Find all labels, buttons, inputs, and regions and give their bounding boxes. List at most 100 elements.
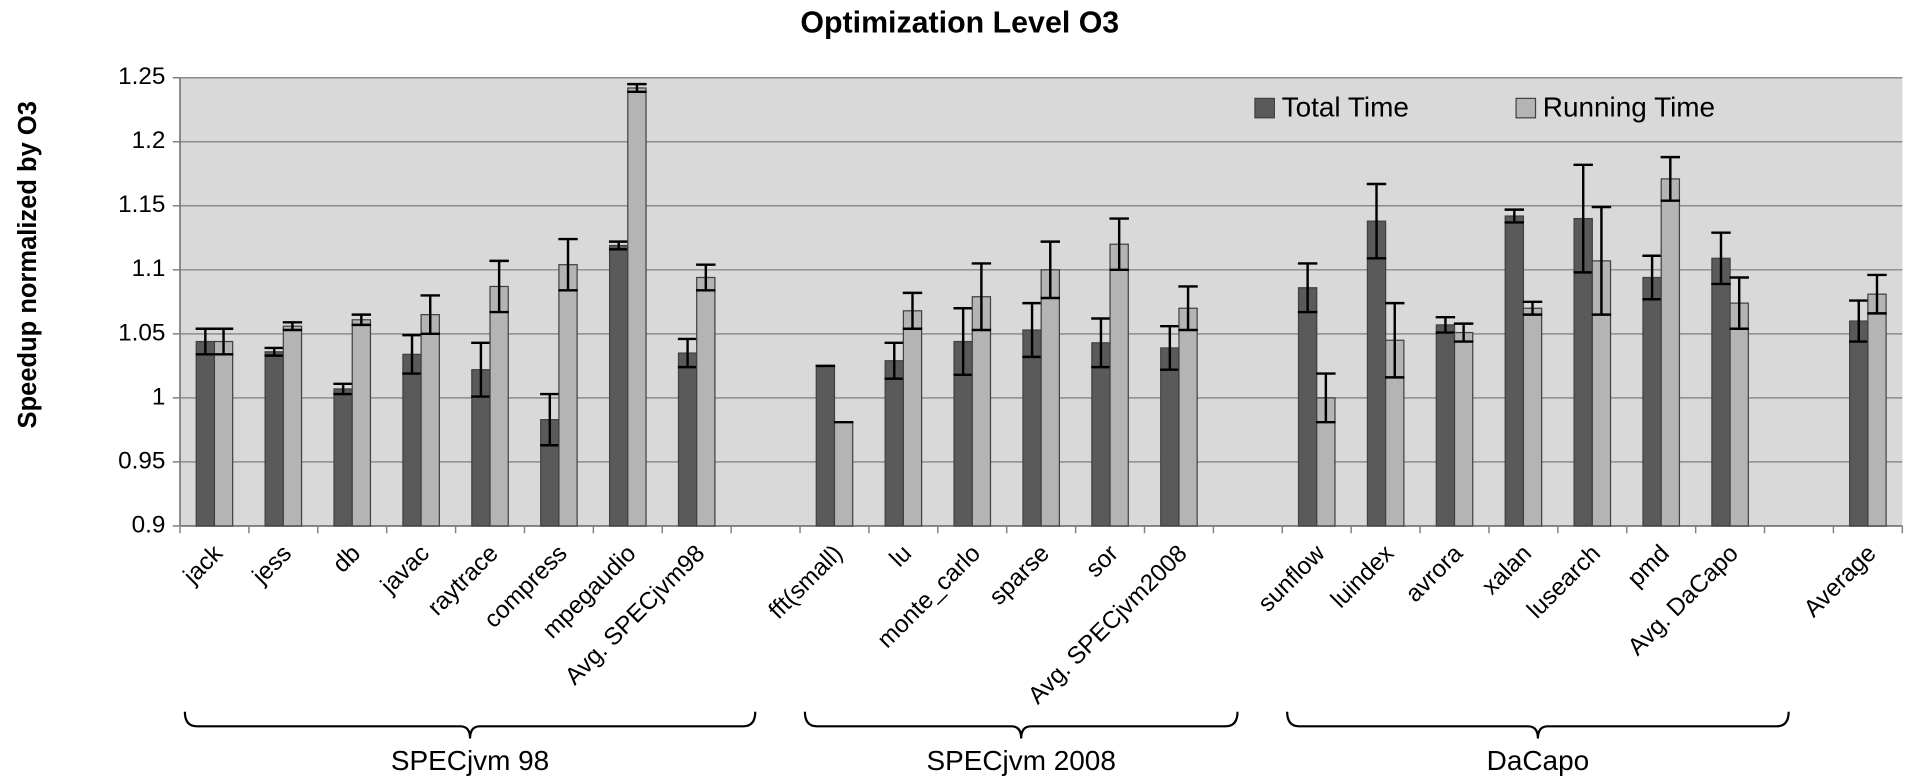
y-axis-label: Speedup normalized by O3 xyxy=(14,101,42,428)
group-label: SPECjvm 2008 xyxy=(927,745,1116,776)
error-bar xyxy=(195,327,216,356)
x-tick-label: javac xyxy=(375,540,435,600)
bar xyxy=(1867,293,1887,527)
bar xyxy=(1040,269,1060,527)
error-bar xyxy=(1040,240,1060,300)
bar xyxy=(1435,324,1456,527)
x-tick-label: Average xyxy=(1799,540,1882,623)
bar xyxy=(1091,342,1111,527)
bar xyxy=(351,319,372,527)
x-tick-label: pmd xyxy=(1622,540,1675,593)
error-bar xyxy=(1178,285,1198,332)
bar xyxy=(1660,178,1681,527)
error-bar xyxy=(627,82,647,94)
error-bar xyxy=(1091,317,1111,369)
error-bar xyxy=(1297,262,1318,314)
bar xyxy=(1849,320,1869,527)
error-bar xyxy=(1160,324,1180,371)
error-bar xyxy=(1729,276,1749,330)
y-tick-label: 1.25 xyxy=(118,63,165,90)
error-bar xyxy=(264,346,284,357)
x-tick-label: avrora xyxy=(1400,540,1468,608)
error-bar xyxy=(1385,301,1405,379)
bar xyxy=(696,276,716,527)
error-bar xyxy=(1711,231,1731,286)
legend-label: Running Time xyxy=(1543,92,1715,123)
error-bar xyxy=(1316,372,1336,424)
error-bar xyxy=(1366,182,1387,260)
y-tick-label: 0.95 xyxy=(118,447,165,474)
error-bar xyxy=(1642,254,1662,301)
y-tick-label: 0.9 xyxy=(132,511,166,538)
bar xyxy=(489,285,509,527)
error-bar xyxy=(1504,208,1525,224)
bar xyxy=(1022,329,1042,527)
bar xyxy=(558,264,578,527)
bar xyxy=(1711,257,1731,527)
error-bar xyxy=(608,240,629,251)
bar xyxy=(884,360,904,527)
error-bar xyxy=(351,313,372,327)
error-bar xyxy=(420,294,440,336)
bar xyxy=(264,351,284,527)
bar xyxy=(902,310,923,527)
bar xyxy=(402,353,422,527)
bar xyxy=(627,87,647,527)
group-brace xyxy=(1286,711,1790,739)
group-label: SPECjvm 98 xyxy=(391,745,549,776)
bar xyxy=(1453,331,1474,527)
error-bar xyxy=(1573,163,1593,274)
error-bar xyxy=(213,327,234,356)
error-bar xyxy=(884,341,904,380)
bar xyxy=(608,244,629,527)
y-tick-label: 1.1 xyxy=(132,255,166,282)
error-bar xyxy=(1660,155,1681,202)
error-bar xyxy=(953,307,973,377)
y-tick-label: 1 xyxy=(152,383,166,410)
error-bar xyxy=(902,291,923,330)
error-bar xyxy=(471,341,491,398)
x-tick-label: sunflow xyxy=(1253,540,1331,618)
error-bar xyxy=(696,263,716,292)
x-tick-label: db xyxy=(328,540,366,578)
x-tick-label: luindex xyxy=(1326,540,1400,614)
bar xyxy=(1297,287,1318,527)
bar xyxy=(195,340,216,527)
bar xyxy=(833,421,854,527)
legend-swatch xyxy=(1515,97,1537,119)
error-bar xyxy=(540,392,560,447)
error-bar xyxy=(1453,322,1474,343)
group-label: DaCapo xyxy=(1487,745,1589,776)
legend-label: Total Time xyxy=(1282,92,1409,123)
bar xyxy=(213,340,234,527)
error-bar xyxy=(402,333,422,375)
group-brace xyxy=(803,711,1239,739)
error-bar xyxy=(1022,301,1042,359)
error-bar xyxy=(1591,205,1612,316)
bar xyxy=(677,352,698,527)
error-bar xyxy=(489,259,509,314)
y-tick-label: 1.15 xyxy=(118,191,165,218)
bar xyxy=(1522,307,1543,527)
x-tick-label: lu xyxy=(885,540,917,572)
bar xyxy=(282,325,303,527)
x-tick-label: fft(small) xyxy=(764,540,849,625)
error-bar xyxy=(1849,299,1869,343)
error-bar xyxy=(1435,315,1456,334)
bar xyxy=(1504,215,1525,527)
legend-swatch xyxy=(1254,97,1275,119)
x-tick-label: xalan xyxy=(1477,540,1537,600)
x-tick-label: sparse xyxy=(984,540,1055,611)
error-bar xyxy=(1867,273,1887,315)
error-bar xyxy=(333,382,353,396)
y-tick-label: 1.05 xyxy=(118,319,165,346)
bar xyxy=(1642,276,1662,527)
error-bar xyxy=(677,337,698,369)
group-brace xyxy=(183,711,757,739)
bar xyxy=(815,365,836,527)
bar xyxy=(420,314,440,527)
x-tick-label: jack xyxy=(178,539,229,590)
x-tick-label: sor xyxy=(1081,540,1124,583)
x-tick-label: lusearch xyxy=(1522,540,1606,624)
